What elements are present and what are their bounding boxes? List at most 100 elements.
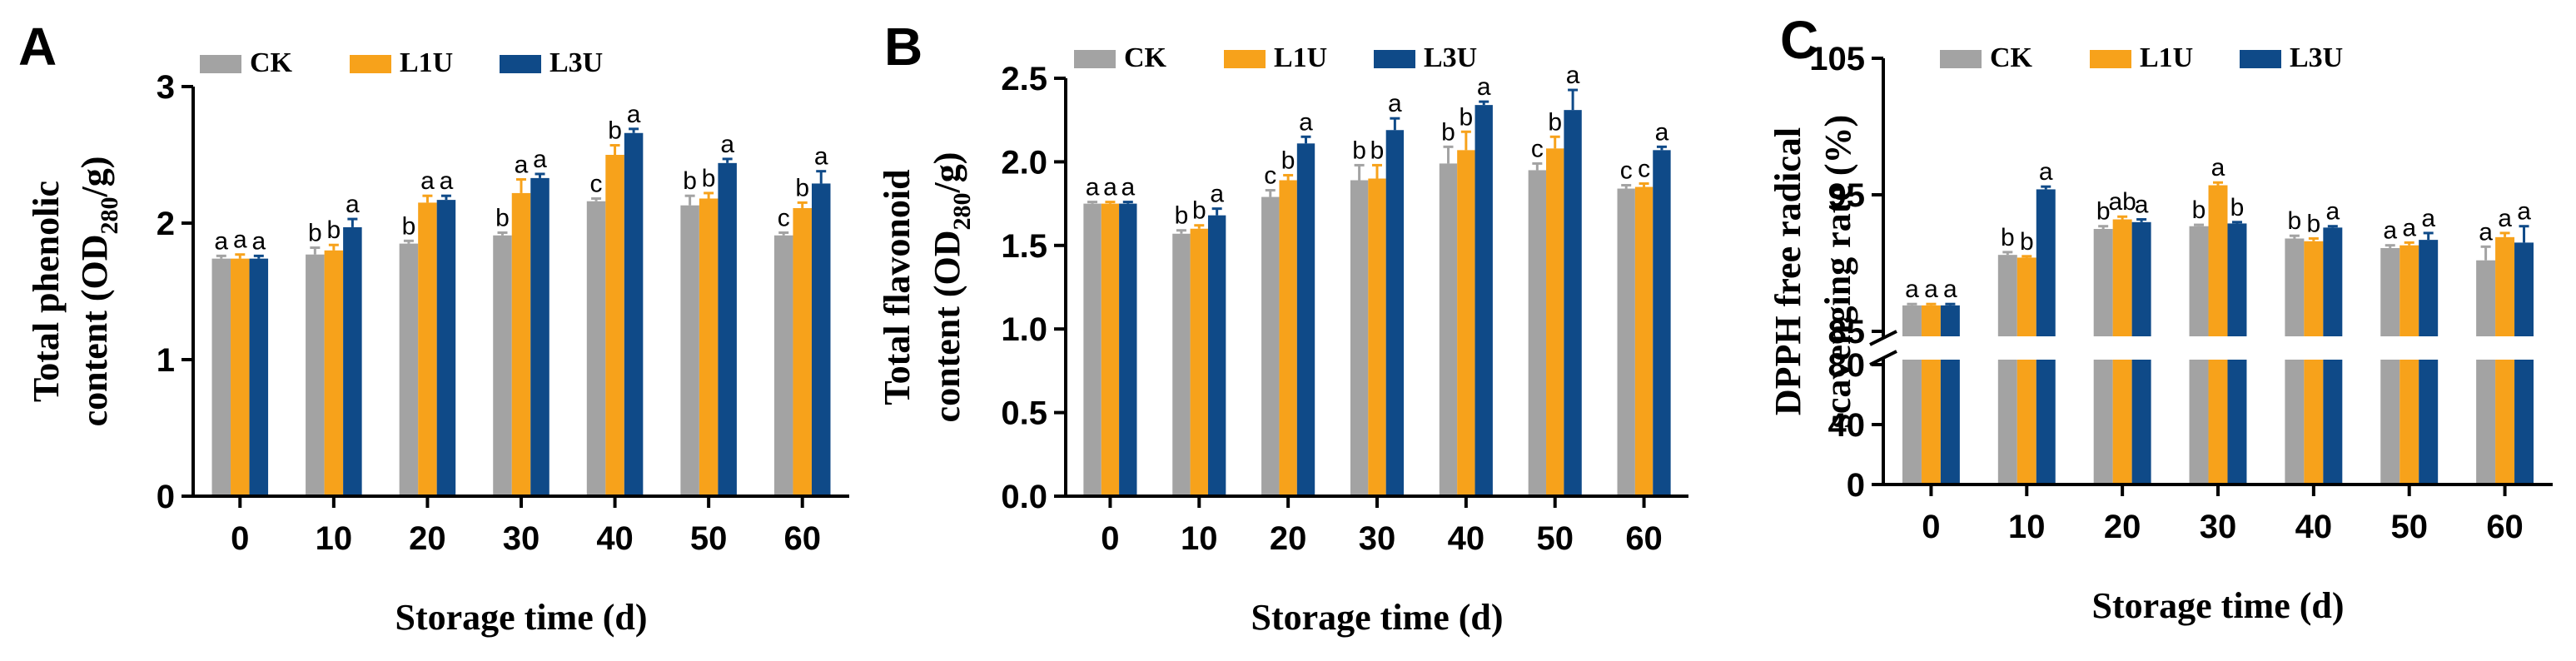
significance-letter: b: [2096, 198, 2111, 226]
x-tick-label: 20: [1270, 520, 1307, 557]
bar-ck-day-40: [1439, 163, 1458, 496]
significance-letter: a: [533, 146, 547, 173]
x-axis-title: Storage time (d): [395, 597, 647, 638]
y-tick-label: 85: [1828, 314, 1866, 350]
significance-letter: a: [2479, 218, 2493, 246]
bar-ck-day-50: [680, 205, 699, 496]
legend-swatch-l1u: [350, 55, 391, 73]
significance-letter: a: [2135, 191, 2149, 219]
legend-swatch-l3u: [1374, 50, 1415, 68]
bar-l3u-day-10: [343, 226, 362, 496]
x-tick-label: 10: [1181, 520, 1218, 557]
legend-swatch-ck: [1940, 50, 1982, 68]
significance-letter: c: [778, 204, 790, 231]
bar-l3u-day-60: [1653, 150, 1671, 496]
bar-l1u-day-10: [2017, 257, 2036, 485]
significance-letter: a: [1655, 118, 1669, 146]
y-tick-label: 2: [157, 206, 175, 242]
bar-l3u-day-40: [1474, 105, 1493, 497]
significance-letter: b: [608, 117, 622, 145]
legend-swatch-l1u: [1224, 50, 1266, 68]
significance-letter: a: [1299, 108, 1313, 136]
bar-l1u-day-60: [1634, 186, 1654, 496]
legend-swatch-l3u: [500, 55, 541, 73]
bar-ck-day-10: [306, 254, 325, 496]
bar-ck-day-40: [2285, 238, 2305, 485]
legend-swatch-l1u: [2090, 50, 2131, 68]
significance-letter: b: [402, 212, 416, 240]
significance-letter: b: [1281, 147, 1295, 174]
y-axis-title-line2: scavenging rate (%): [1818, 115, 1858, 428]
bar-l1u-day-40: [1457, 150, 1475, 496]
y-tick-label: 40: [1828, 407, 1866, 444]
x-tick-label: 20: [409, 520, 446, 557]
x-axis-title: Storage time (d): [2091, 585, 2344, 626]
legend-label-ck: CK: [1124, 42, 1167, 73]
legend-label-ck: CK: [1990, 42, 2033, 73]
bar-l1u-day-40: [605, 155, 624, 496]
significance-letter: a: [627, 101, 641, 128]
bar-l1u-day-30: [2208, 185, 2228, 485]
y-title-prefix: content (OD: [927, 230, 967, 422]
axis-break-mark: [1869, 350, 1897, 366]
x-tick-label: 40: [2295, 509, 2333, 545]
bar-ck-day-50: [2380, 247, 2400, 485]
legend-label-l3u: L3U: [1424, 42, 1477, 73]
y-tick-label: 1.5: [1001, 228, 1047, 265]
y-axis-title-line2: content (OD280/g): [927, 152, 976, 423]
panel-letter: B: [884, 17, 922, 77]
significance-letter: a: [2421, 205, 2435, 232]
x-tick-label: 40: [1448, 520, 1485, 557]
y-axis-title-line1: Total flavonoid: [877, 169, 918, 405]
significance-letter: a: [214, 227, 228, 255]
legend-label-ck: CK: [250, 47, 293, 78]
bar-l1u-day-60: [793, 207, 812, 496]
bar-l1u-day-60: [2495, 236, 2515, 485]
y-title-suffix: /g): [927, 152, 967, 194]
significance-letter: a: [2383, 217, 2397, 245]
significance-letter: c: [1264, 162, 1276, 190]
x-tick-label: 60: [783, 520, 821, 557]
legend-label-l1u: L1U: [1274, 42, 1327, 73]
bar-l1u-day-50: [2399, 245, 2419, 485]
bar-l3u-day-20: [436, 200, 456, 496]
x-tick-label: 30: [1359, 520, 1396, 557]
significance-letter: a: [346, 191, 360, 218]
significance-letter: b: [1441, 118, 1455, 146]
significance-letter: c: [1638, 156, 1650, 183]
significance-letter: b: [1175, 202, 1189, 230]
bar-ck-day-0: [1083, 203, 1102, 496]
significance-letter: a: [2517, 198, 2531, 226]
significance-letter: a: [1086, 174, 1100, 201]
bar-ck-day-60: [1617, 188, 1635, 496]
bar-ck-day-30: [1350, 180, 1369, 496]
significance-letter: a: [1121, 174, 1135, 201]
x-tick-label: 20: [2104, 509, 2141, 545]
bar-l3u-day-40: [624, 132, 644, 496]
bar-l1u-day-10: [324, 250, 344, 496]
significance-letter: a: [233, 226, 247, 254]
significance-letter: b: [2001, 224, 2015, 251]
bar-ck-day-40: [586, 201, 606, 496]
significance-letter: b: [2288, 207, 2302, 235]
bar-l3u-day-0: [1940, 305, 1960, 485]
legend-swatch-l3u: [2240, 50, 2281, 68]
bar-l1u-day-40: [2304, 241, 2324, 485]
bar-ck-day-50: [1528, 170, 1547, 496]
x-tick-label: 50: [1536, 520, 1574, 557]
legend-label-l1u: L1U: [400, 47, 453, 78]
y-tick-label: 80: [1828, 347, 1866, 384]
y-title-suffix: /g): [74, 157, 115, 198]
bar-l3u-day-10: [1207, 215, 1226, 496]
significance-letter: b: [1192, 197, 1206, 225]
axis-break-mark: [1869, 330, 1897, 346]
significance-letter: b: [2307, 210, 2321, 237]
significance-letter: ab: [2108, 188, 2136, 216]
x-tick-label: 60: [1625, 520, 1663, 557]
significance-letter: b: [1548, 108, 1562, 136]
legend-swatch-ck: [200, 55, 241, 73]
legend-label-l3u: L3U: [2290, 42, 2343, 73]
bar-l1u-day-0: [231, 258, 250, 496]
bar-ck-day-10: [1997, 255, 2017, 485]
